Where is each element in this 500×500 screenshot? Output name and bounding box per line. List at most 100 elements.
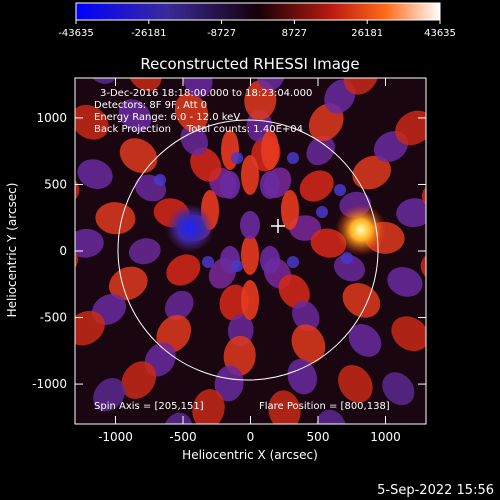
x-tick-label: 0 <box>247 430 255 444</box>
x-tick-label: 1000 <box>370 430 401 444</box>
pattern-blob <box>241 280 259 320</box>
pattern-blob <box>93 378 126 412</box>
pattern-blob <box>75 228 104 258</box>
pattern-blob <box>382 372 415 406</box>
pattern-blob <box>343 78 379 95</box>
pattern-blob <box>192 389 225 424</box>
pattern-blob <box>338 364 373 403</box>
pattern-blob <box>306 135 335 166</box>
pattern-blob <box>182 78 213 97</box>
pattern-dot <box>287 152 299 164</box>
pattern-blob <box>166 254 201 286</box>
pattern-blob <box>278 274 310 309</box>
pattern-blob <box>261 130 279 170</box>
footer-date: 5-Sep-2022 15:56 <box>377 483 494 498</box>
pattern-blob <box>95 202 136 235</box>
pattern-dot <box>287 256 299 268</box>
colorbar-ticks: -43635 -26181 -8727 8727 26181 43635 <box>58 20 456 39</box>
colorbar-tick-label: -43635 <box>58 28 93 39</box>
pattern-blob <box>287 359 318 395</box>
pattern-blob <box>220 171 240 199</box>
pattern-blob <box>240 211 260 239</box>
pattern-dot <box>154 174 166 186</box>
pattern-blob <box>425 310 470 353</box>
pattern-blob <box>395 110 426 146</box>
pattern-blob <box>121 361 157 399</box>
pattern-blob <box>75 104 109 140</box>
plot-title: Reconstructed RHESSI Image <box>140 55 359 73</box>
spin-axis-marker <box>271 219 285 233</box>
pattern-blob <box>291 324 326 363</box>
y-tick-label: -1000 <box>32 377 67 391</box>
pattern-blob <box>260 171 280 199</box>
info-line-method: Back Projection Total counts: 1.40E+04 <box>94 124 303 135</box>
info-line-detectors: Detectors: 8F 9F, Att 0 <box>94 100 207 111</box>
colorbar: -43635 -26181 -8727 8727 26181 43635 <box>58 2 456 39</box>
negative-spot <box>166 204 214 252</box>
y-tick-label: -500 <box>40 311 67 325</box>
pattern-blob <box>352 155 392 190</box>
spin-axis-label: Spin Axis = [205,151] <box>94 401 204 412</box>
info-line-energy: Energy Range: 6.0 - 12.0 keV <box>94 112 240 123</box>
pattern-blob <box>256 78 286 91</box>
pattern-blob <box>180 124 208 156</box>
flare-position-label: Flare Position = [800,138] <box>259 401 390 412</box>
pattern-blob <box>119 138 158 173</box>
pattern-blob <box>221 130 239 170</box>
pattern-blob <box>165 290 194 321</box>
colorbar-gradient <box>75 2 441 21</box>
pattern-blob <box>118 99 152 132</box>
x-tick-label: 500 <box>307 430 330 444</box>
colorbar-tick-label: 43635 <box>424 28 456 39</box>
info-line-time: 3-Dec-2016 18:18:00.000 to 18:23:04.000 <box>100 88 312 99</box>
pattern-dot <box>231 152 243 164</box>
pattern-dot <box>316 206 328 218</box>
back-projection-pattern <box>75 38 492 424</box>
axis-ticks: -1000 -500 0 500 1000 1000 500 0 -500 -1000 <box>32 78 426 444</box>
colorbar-tick-label: 8727 <box>282 28 307 39</box>
pattern-blob <box>128 238 161 265</box>
pattern-blob <box>292 300 320 332</box>
solar-limb-circle <box>117 119 379 381</box>
pattern-blob <box>214 365 244 402</box>
pattern-dot <box>334 184 346 196</box>
pattern-blob <box>299 170 334 202</box>
pattern-blob <box>241 235 259 275</box>
x-tick-label: -500 <box>169 430 196 444</box>
pattern-blob <box>260 246 280 274</box>
pattern-blob <box>452 244 492 278</box>
pattern-dot <box>231 260 243 272</box>
x-axis-label: Heliocentric X (arcsec) <box>182 448 318 462</box>
pattern-blob <box>387 267 423 297</box>
colorbar-tick-label: -26181 <box>131 28 166 39</box>
pattern-dot <box>341 252 353 264</box>
pattern-blob <box>77 159 113 189</box>
pattern-blob <box>75 244 78 277</box>
pattern-blob <box>316 409 347 424</box>
pattern-blob <box>219 284 249 321</box>
pattern-blob <box>368 38 413 84</box>
pattern-blob <box>450 169 491 204</box>
pattern-blob <box>281 190 299 230</box>
x-tick-label: -1000 <box>98 430 133 444</box>
pattern-blob <box>241 155 259 195</box>
y-axis-label: Heliocentric Y (arcsec) <box>5 183 19 318</box>
pattern-blob <box>333 254 366 282</box>
pattern-blob <box>190 147 222 182</box>
image-panel <box>75 38 492 424</box>
pattern-blob <box>348 324 382 357</box>
pattern-blob <box>396 198 426 228</box>
y-tick-label: 1000 <box>36 111 67 125</box>
pattern-blob <box>108 266 148 301</box>
pattern-blob <box>391 316 426 352</box>
colorbar-tick-label: -8727 <box>207 28 236 39</box>
pattern-blob <box>162 412 193 424</box>
colorbar-tick-label: 26181 <box>351 28 383 39</box>
pattern-blob <box>75 310 105 346</box>
info-text: 3-Dec-2016 18:18:00.000 to 18:23:04.000 … <box>94 88 390 412</box>
pattern-dot <box>202 256 214 268</box>
pattern-blob <box>174 93 209 132</box>
y-tick-label: 500 <box>44 177 67 191</box>
pattern-blob <box>268 390 301 424</box>
